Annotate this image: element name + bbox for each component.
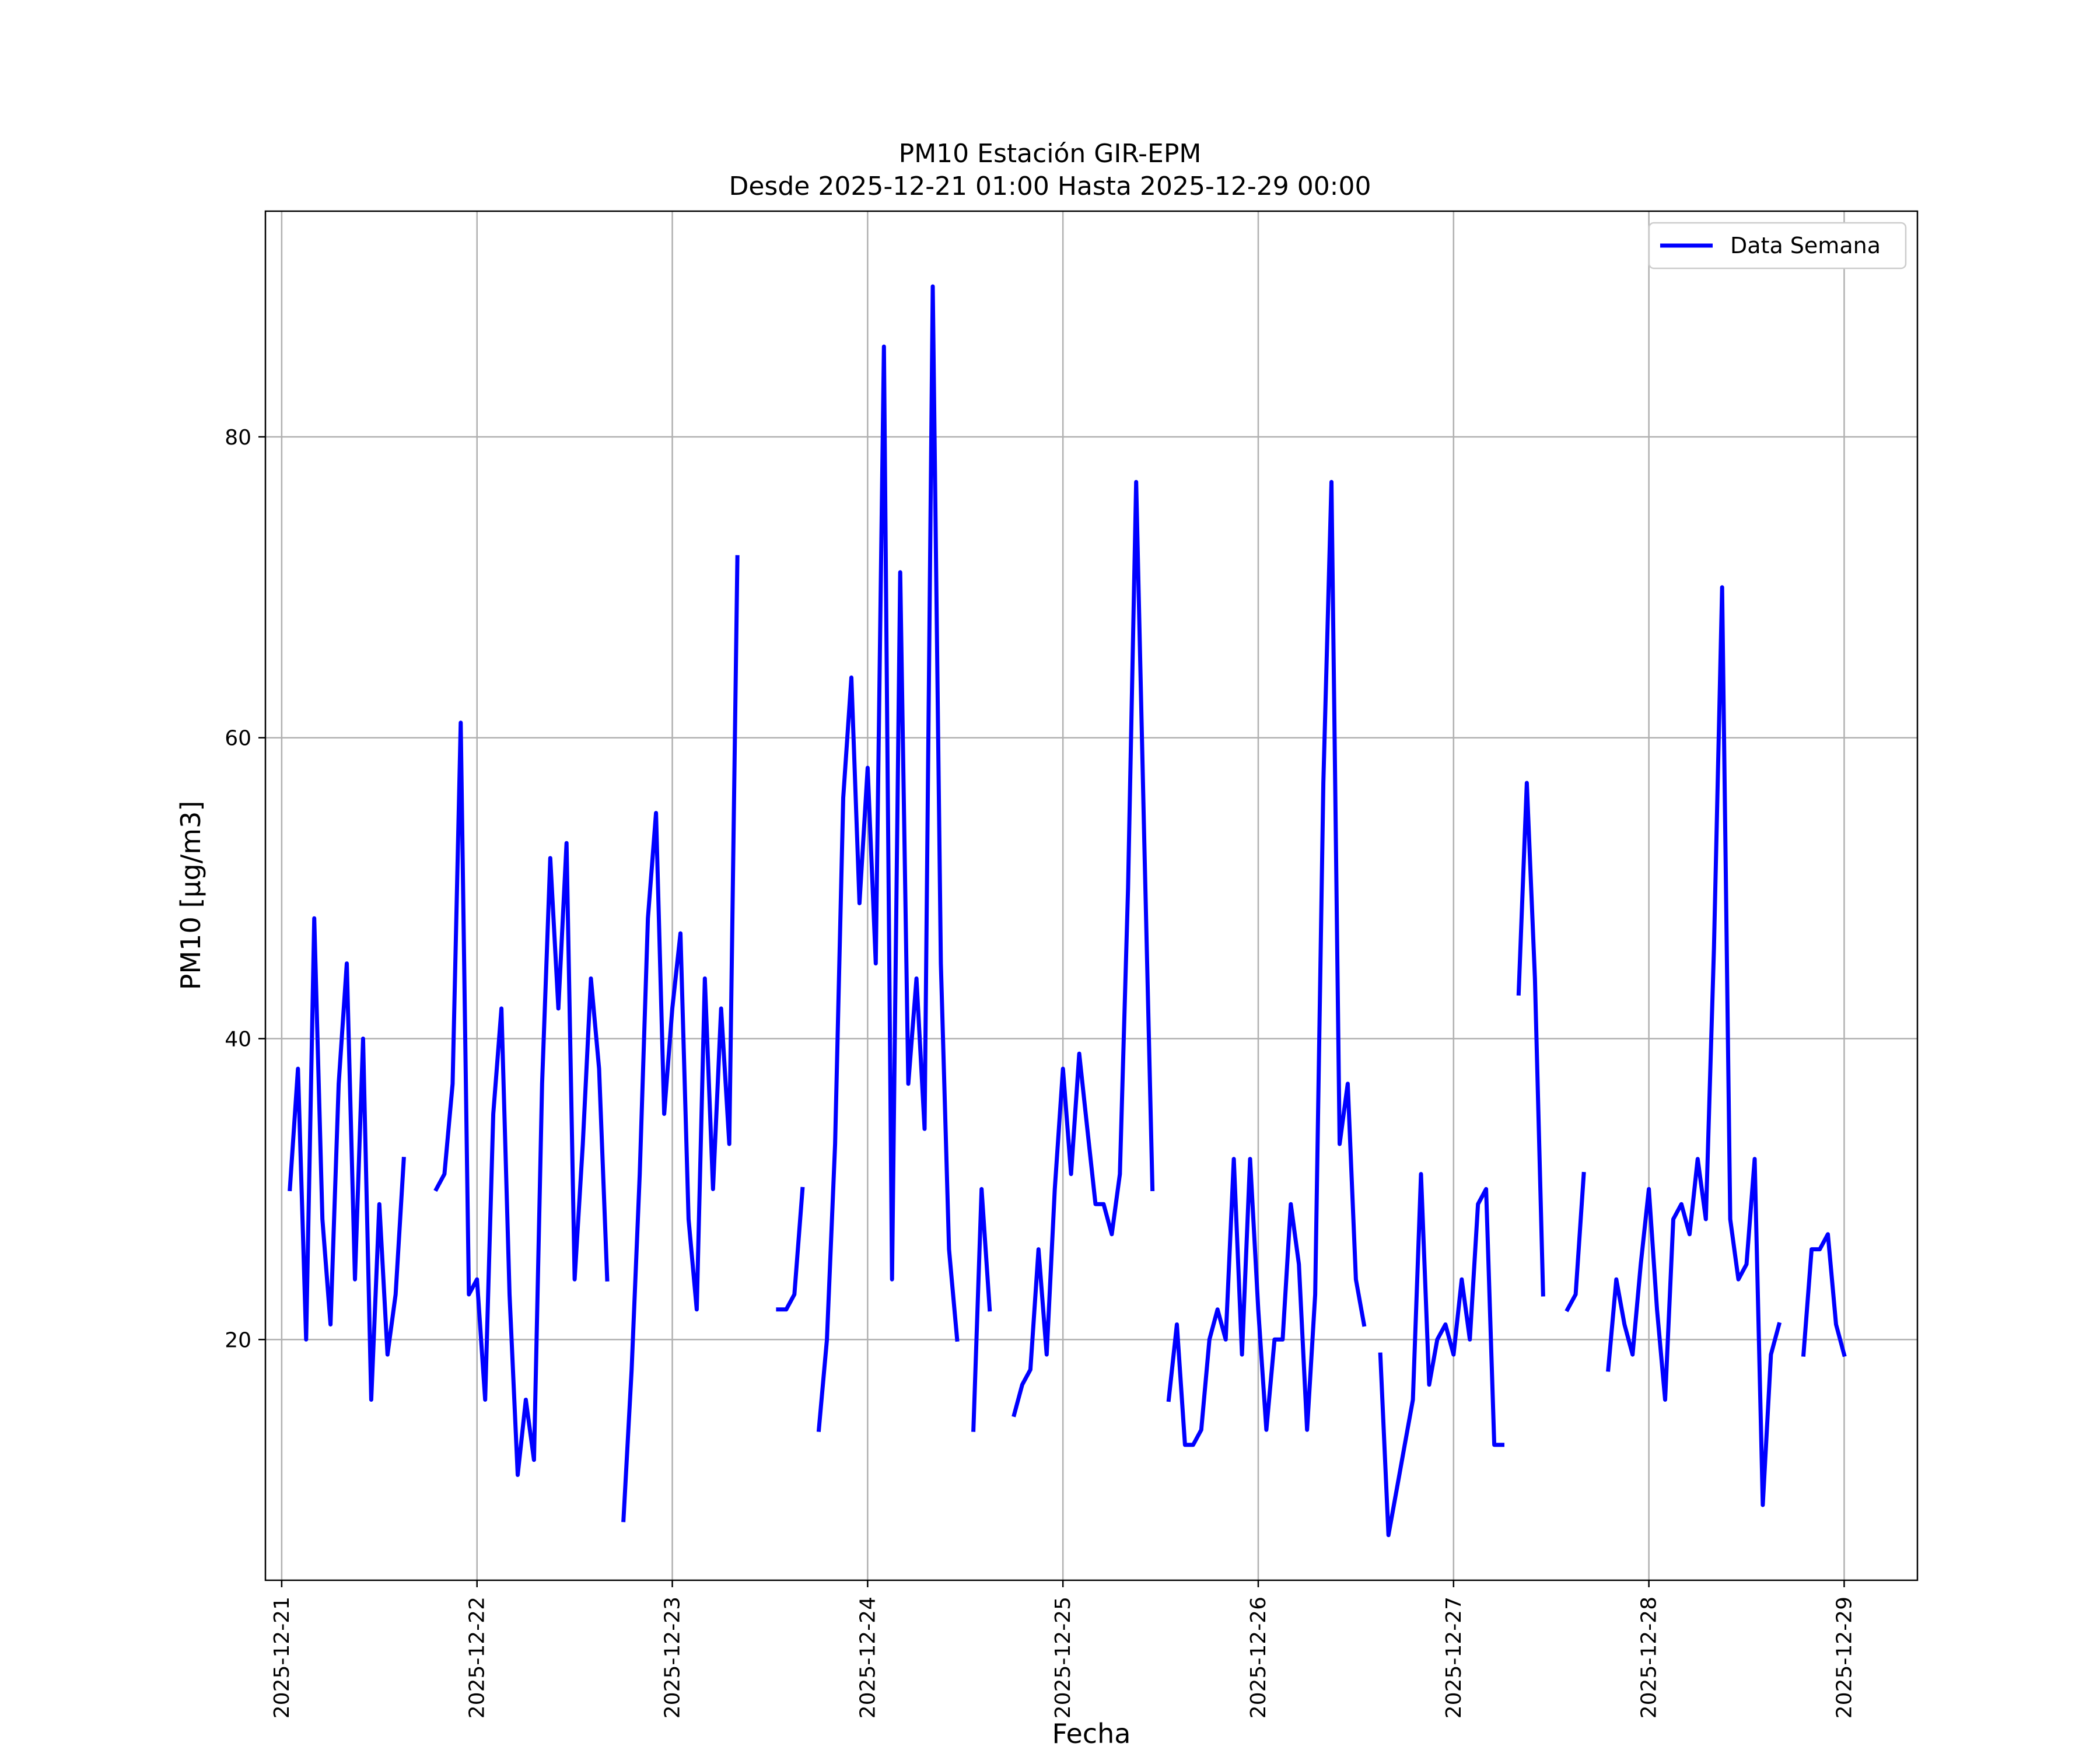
x-tick-label: 2025-12-25 (1051, 1597, 1075, 1718)
legend: Data Semana (1648, 222, 1907, 270)
x-tick-label: 2025-12-27 (1442, 1597, 1466, 1718)
chart-title: PM10 Estación GIR-EPM (899, 139, 1202, 169)
plot-frame (264, 210, 1919, 1581)
x-tick-label: 2025-12-24 (856, 1597, 880, 1718)
tick-layer: 20 40 60 80 2025-12-21 2025-12-22 2025-12-23 20… (225, 426, 1856, 1718)
series-line-segment (621, 555, 740, 1522)
series-line-segment (1516, 780, 1545, 1297)
series-line-segment (1606, 585, 1782, 1507)
x-tick-label: 2025-12-22 (466, 1597, 489, 1718)
series-line-segment (1378, 1172, 1504, 1538)
series-line-segment (776, 1186, 805, 1312)
x-tick-label: 2025-12-26 (1247, 1597, 1270, 1718)
series-line-segment (816, 284, 960, 1432)
series-line-segment (1166, 480, 1367, 1447)
y-axis-label: PM10 [μg/m3] (175, 801, 206, 991)
x-tick-label: 2025-12-23 (661, 1597, 685, 1718)
series-line-segment (1012, 480, 1155, 1418)
y-tick-label: 40 (225, 1028, 251, 1052)
legend-box (1648, 222, 1907, 270)
x-tick-label: 2025-12-29 (1832, 1597, 1856, 1718)
series-line-segment (288, 916, 406, 1402)
series-line-segment (1801, 1232, 1847, 1357)
y-tick-label: 20 (225, 1328, 251, 1352)
y-tick-label: 80 (225, 426, 251, 450)
series-line-segment (1564, 1171, 1586, 1312)
legend-label: Data Semana (1730, 233, 1881, 258)
y-tick-label: 60 (225, 727, 251, 751)
series-line-segment (971, 1186, 992, 1432)
series-layer (288, 284, 1847, 1538)
x-tick-label: 2025-12-21 (270, 1597, 294, 1718)
chart-subtitle: Desde 2025-12-21 01:00 Hasta 2025-12-29 … (729, 172, 1371, 201)
x-tick-label: 2025-12-28 (1637, 1597, 1661, 1718)
series-line-segment (433, 720, 610, 1477)
x-axis-label: Fecha (1052, 1718, 1131, 1749)
